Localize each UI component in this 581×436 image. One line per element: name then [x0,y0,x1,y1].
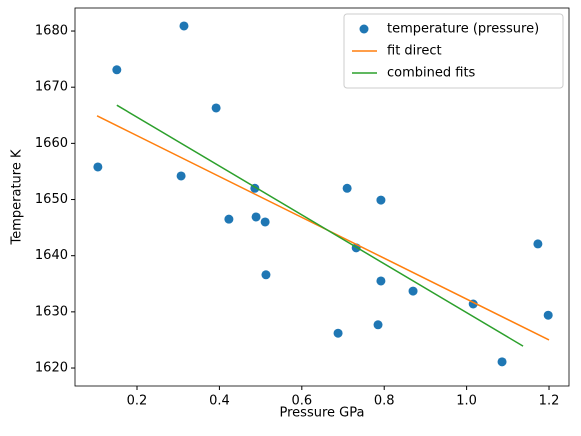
scatter-point [376,276,386,286]
scatter-point [376,195,386,205]
y-tick-label: 1620 [35,361,68,376]
scatter-point [408,286,418,296]
scatter-point [93,162,103,172]
scatter-point [251,212,261,222]
legend-box [343,13,564,89]
scatter-point [211,103,221,113]
x-tick-label: 0.6 [291,394,312,409]
legend-marker [359,24,369,34]
y-axis-label: Temperature K [10,149,25,245]
scatter-point [260,217,270,227]
scatter-point [179,21,189,31]
scatter-point [176,171,186,181]
scatter-point [373,320,383,330]
legend-label: fit direct [387,44,442,59]
legend-label: combined fits [387,66,476,81]
x-tick-label: 0.8 [374,394,395,409]
legend: temperature (pressure) fit direct combined… [343,13,564,89]
y-tick-label: 1660 [35,136,68,151]
scatter-point [543,310,553,320]
y-tick-label: 1630 [35,304,68,319]
scatter-point [533,239,543,249]
scatter-point [497,357,507,367]
y-tick-label: 1670 [35,80,68,95]
x-tick-label: 1.0 [456,394,477,409]
y-tick-label: 1640 [35,248,68,263]
x-tick-label: 0.4 [209,394,230,409]
x-tick-label: 0.2 [127,394,148,409]
fit-line [116,104,524,347]
plot-frame [74,7,570,387]
x-tick-label: 1.2 [539,394,560,409]
scatter-point [261,270,271,280]
scatter-point [112,65,122,75]
scatter-point [342,183,352,193]
x-axis-label: Pressure GPa [280,406,365,421]
y-tick-label: 1650 [35,192,68,207]
scatter-point [333,328,343,338]
y-tick-label: 1680 [35,24,68,39]
scatter-point [224,214,234,224]
legend-label: temperature (pressure) [387,22,539,37]
